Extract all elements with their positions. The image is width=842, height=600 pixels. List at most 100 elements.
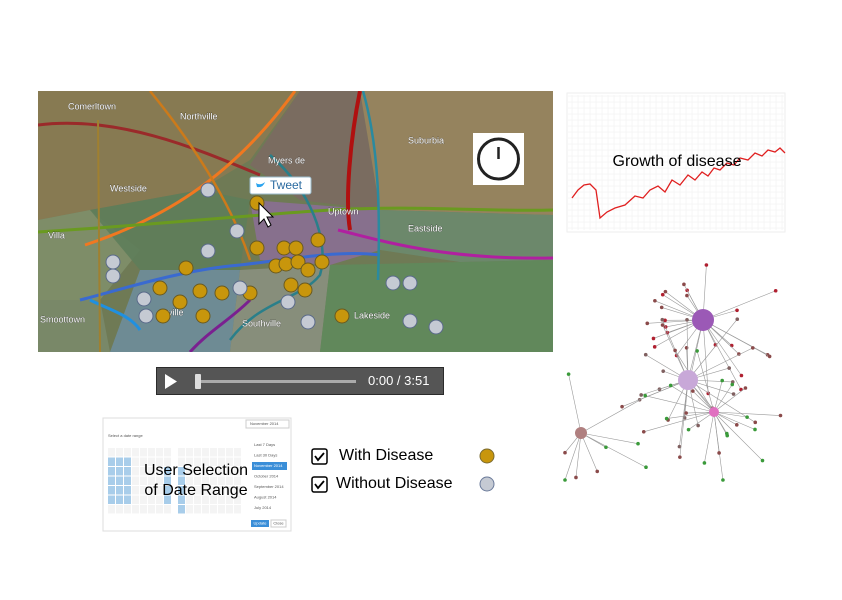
calendar-cell[interactable]	[194, 505, 201, 514]
case-dot[interactable]	[298, 283, 312, 297]
growth-chart: Growth of disease	[567, 93, 785, 232]
calendar-cell[interactable]	[108, 477, 115, 486]
network-node	[735, 423, 739, 427]
case-dot[interactable]	[196, 309, 210, 323]
calendar-cell[interactable]	[124, 486, 131, 495]
case-dot[interactable]	[230, 224, 244, 238]
case-dot[interactable]	[386, 276, 400, 290]
case-dot[interactable]	[301, 263, 315, 277]
calendar-cell[interactable]	[164, 505, 171, 514]
calendar-cell[interactable]	[108, 458, 115, 467]
calendar-cell[interactable]	[116, 448, 123, 457]
calendar-cell[interactable]	[132, 486, 139, 495]
calendar-cell[interactable]	[210, 505, 217, 514]
case-dot[interactable]	[215, 286, 229, 300]
calendar-cell[interactable]	[124, 467, 131, 476]
month-button-label[interactable]: November 2014	[250, 421, 279, 426]
calendar-cell[interactable]	[108, 486, 115, 495]
case-dot[interactable]	[403, 314, 417, 328]
calendar-cell[interactable]	[178, 448, 185, 457]
calendar-cell[interactable]	[124, 505, 131, 514]
close-label[interactable]: Close	[273, 521, 284, 526]
case-dot[interactable]	[315, 255, 329, 269]
case-dot[interactable]	[289, 241, 303, 255]
preset-label[interactable]: July 2014	[254, 505, 272, 510]
preset-label[interactable]: October 2014	[254, 474, 279, 479]
calendar-cell[interactable]	[210, 448, 217, 457]
calendar-cell[interactable]	[186, 505, 193, 514]
calendar-cell[interactable]	[164, 448, 171, 457]
case-dot[interactable]	[201, 244, 215, 258]
case-dot[interactable]	[106, 269, 120, 283]
calendar-cell[interactable]	[132, 477, 139, 486]
calendar-cell[interactable]	[202, 505, 209, 514]
checkbox[interactable]	[312, 449, 327, 464]
calendar-cell[interactable]	[226, 448, 233, 457]
calendar-cell[interactable]	[226, 505, 233, 514]
calendar-cell[interactable]	[202, 448, 209, 457]
calendar-cell[interactable]	[186, 448, 193, 457]
preset-label[interactable]: August 2014	[254, 495, 277, 500]
calendar-cell[interactable]	[148, 505, 155, 514]
calendar-cell[interactable]	[116, 477, 123, 486]
case-dot[interactable]	[201, 183, 215, 197]
case-dot[interactable]	[233, 281, 247, 295]
calendar-cell[interactable]	[194, 448, 201, 457]
calendar-cell[interactable]	[108, 448, 115, 457]
calendar-cell[interactable]	[132, 467, 139, 476]
calendar-cell[interactable]	[124, 448, 131, 457]
case-dot[interactable]	[173, 295, 187, 309]
case-dot[interactable]	[106, 255, 120, 269]
calendar-cell[interactable]	[178, 505, 185, 514]
case-dot[interactable]	[403, 276, 417, 290]
calendar-cell[interactable]	[116, 486, 123, 495]
calendar-cell[interactable]	[148, 448, 155, 457]
calendar-cell[interactable]	[132, 496, 139, 505]
calendar-cell[interactable]	[108, 496, 115, 505]
case-dot[interactable]	[153, 281, 167, 295]
calendar-cell[interactable]	[156, 448, 163, 457]
case-dot[interactable]	[156, 309, 170, 323]
calendar-cell[interactable]	[218, 448, 225, 457]
calendar-cell[interactable]	[140, 448, 147, 457]
map[interactable]: ComerltownNorthvilleSuburbiaWestsideMyer…	[38, 91, 553, 352]
case-dot[interactable]	[250, 241, 264, 255]
case-dot[interactable]	[139, 309, 153, 323]
calendar-cell[interactable]	[140, 505, 147, 514]
checkbox[interactable]	[312, 477, 327, 492]
progress-track[interactable]	[195, 380, 356, 383]
update-label[interactable]: Update	[254, 521, 268, 526]
calendar-cell[interactable]	[132, 458, 139, 467]
case-dot[interactable]	[335, 309, 349, 323]
calendar-cell[interactable]	[116, 467, 123, 476]
case-dot[interactable]	[281, 295, 295, 309]
case-dot[interactable]	[311, 233, 325, 247]
calendar-cell[interactable]	[156, 505, 163, 514]
calendar-cell[interactable]	[116, 505, 123, 514]
calendar-cell[interactable]	[124, 477, 131, 486]
preset-label[interactable]: November 2014	[254, 463, 283, 468]
tweet-label[interactable]: Tweet	[270, 178, 303, 192]
calendar-cell[interactable]	[108, 467, 115, 476]
progress-handle[interactable]	[195, 374, 201, 389]
case-dot[interactable]	[193, 284, 207, 298]
case-dot[interactable]	[284, 278, 298, 292]
calendar-cell[interactable]	[132, 505, 139, 514]
case-dot[interactable]	[301, 315, 315, 329]
calendar-cell[interactable]	[234, 448, 241, 457]
case-dot[interactable]	[179, 261, 193, 275]
calendar-cell[interactable]	[124, 496, 131, 505]
calendar-cell[interactable]	[124, 458, 131, 467]
calendar-cell[interactable]	[234, 505, 241, 514]
calendar-cell[interactable]	[108, 505, 115, 514]
preset-label[interactable]: September 2014	[254, 484, 284, 489]
network-node	[595, 470, 599, 474]
calendar-cell[interactable]	[218, 505, 225, 514]
calendar-cell[interactable]	[132, 448, 139, 457]
calendar-cell[interactable]	[116, 496, 123, 505]
calendar-cell[interactable]	[116, 458, 123, 467]
preset-label[interactable]: Last 7 Days	[254, 442, 275, 447]
case-dot[interactable]	[429, 320, 443, 334]
preset-label[interactable]: Last 30 Days	[254, 453, 277, 458]
case-dot[interactable]	[137, 292, 151, 306]
